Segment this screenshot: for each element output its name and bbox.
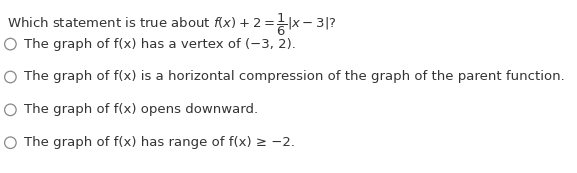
Text: The graph of f(x) is a horizontal compression of the graph of the parent functio: The graph of f(x) is a horizontal compre… <box>24 70 565 84</box>
Text: Which statement is true about $f(x)+2=\dfrac{1}{6}|x-3|$?: Which statement is true about $f(x)+2=\d… <box>7 12 336 38</box>
Text: The graph of f(x) opens downward.: The graph of f(x) opens downward. <box>24 103 258 116</box>
Text: The graph of f(x) has range of f(x) ≥ −2.: The graph of f(x) has range of f(x) ≥ −2… <box>24 136 295 149</box>
Text: The graph of f(x) has a vertex of (−3, 2).: The graph of f(x) has a vertex of (−3, 2… <box>24 38 296 51</box>
